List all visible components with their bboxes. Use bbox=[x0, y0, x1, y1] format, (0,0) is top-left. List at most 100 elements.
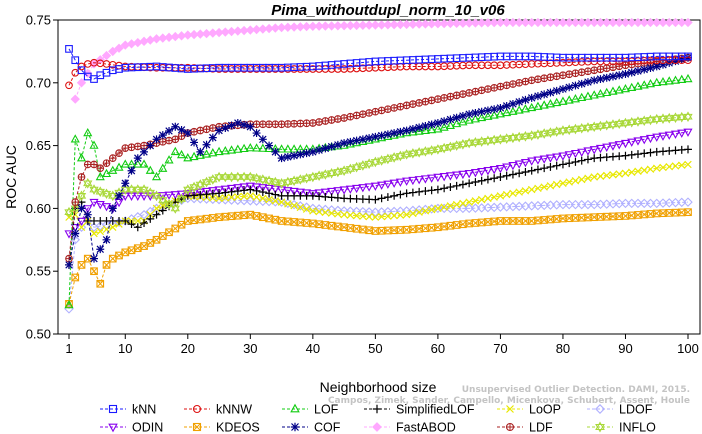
y-tick-label: 0.60 bbox=[26, 201, 51, 216]
data-point bbox=[645, 17, 656, 28]
data-point bbox=[502, 190, 511, 199]
data-point bbox=[277, 144, 287, 153]
data-point bbox=[433, 19, 443, 29]
data-point bbox=[639, 198, 649, 209]
data-point bbox=[558, 17, 568, 28]
data-point bbox=[470, 137, 481, 148]
data-point bbox=[571, 157, 580, 166]
data-point bbox=[190, 127, 198, 136]
data-point bbox=[584, 155, 592, 164]
chart-title: Pima_withoutdupl_norm_10_v06 bbox=[271, 2, 505, 19]
data-point bbox=[665, 162, 673, 171]
data-point bbox=[308, 119, 317, 127]
data-point bbox=[158, 206, 167, 215]
data-point bbox=[683, 197, 693, 207]
data-point bbox=[289, 175, 299, 187]
data-point bbox=[477, 107, 486, 116]
data-point bbox=[527, 76, 536, 85]
data-point bbox=[445, 120, 455, 129]
data-point bbox=[214, 171, 224, 183]
data-point bbox=[502, 171, 511, 180]
legend-item-odin: ODIN bbox=[100, 421, 163, 434]
data-point bbox=[452, 91, 461, 100]
data-point bbox=[327, 187, 337, 197]
data-point bbox=[639, 17, 649, 28]
data-point bbox=[127, 220, 136, 229]
data-point bbox=[520, 17, 531, 28]
data-point bbox=[327, 221, 336, 230]
data-point bbox=[445, 172, 455, 181]
data-point bbox=[146, 239, 155, 247]
data-point bbox=[664, 112, 674, 124]
data-point bbox=[471, 219, 480, 227]
data-point bbox=[308, 21, 318, 31]
legend-label: LoOP bbox=[529, 403, 561, 417]
data-point bbox=[521, 217, 530, 225]
data-point bbox=[140, 242, 148, 250]
data-point bbox=[439, 203, 449, 214]
data-point bbox=[221, 188, 230, 197]
data-point bbox=[201, 149, 212, 158]
x-tick-label: 50 bbox=[368, 341, 382, 356]
data-point bbox=[602, 119, 612, 131]
data-point bbox=[409, 209, 417, 218]
data-point bbox=[192, 404, 202, 414]
data-point bbox=[327, 209, 336, 217]
data-point bbox=[608, 142, 618, 151]
data-point bbox=[76, 78, 87, 88]
data-point bbox=[402, 225, 411, 234]
data-point bbox=[521, 187, 530, 195]
data-point bbox=[227, 187, 236, 196]
data-point bbox=[684, 53, 692, 62]
data-point bbox=[545, 127, 556, 138]
data-point bbox=[102, 261, 111, 269]
x-tick-label: 90 bbox=[618, 341, 632, 356]
data-point bbox=[427, 186, 436, 195]
data-point bbox=[96, 279, 105, 288]
data-point bbox=[220, 146, 230, 155]
data-point bbox=[326, 21, 337, 31]
data-point bbox=[145, 165, 155, 174]
data-point bbox=[277, 198, 286, 206]
data-point bbox=[133, 37, 143, 48]
data-point bbox=[609, 171, 617, 179]
data-point bbox=[620, 83, 631, 93]
y-tick-label: 0.75 bbox=[26, 13, 51, 28]
series-kdeos bbox=[65, 208, 692, 308]
data-point bbox=[565, 159, 574, 168]
data-point bbox=[483, 135, 493, 147]
data-point bbox=[245, 182, 255, 191]
data-point bbox=[384, 105, 392, 114]
data-point bbox=[577, 79, 586, 88]
data-point bbox=[565, 83, 574, 92]
data-point bbox=[615, 170, 623, 178]
data-point bbox=[408, 19, 418, 29]
data-point bbox=[115, 191, 123, 200]
data-point bbox=[684, 52, 692, 61]
data-point bbox=[421, 122, 430, 130]
series-layer bbox=[64, 17, 693, 314]
data-point bbox=[440, 117, 449, 126]
data-point bbox=[170, 191, 180, 200]
data-point bbox=[214, 146, 224, 156]
data-point bbox=[584, 78, 592, 87]
data-point bbox=[683, 128, 693, 137]
watermark-top: Unsupervised Outlier Detection. DAMI, 20… bbox=[462, 385, 690, 395]
data-point bbox=[377, 181, 387, 190]
data-point bbox=[377, 106, 386, 115]
data-point bbox=[402, 210, 411, 219]
legend-label: LOF bbox=[314, 403, 339, 417]
data-point bbox=[401, 19, 412, 30]
data-point bbox=[402, 126, 411, 135]
data-point bbox=[420, 146, 431, 157]
data-point bbox=[227, 145, 237, 154]
data-point bbox=[245, 196, 256, 206]
data-point bbox=[577, 68, 586, 77]
data-point bbox=[139, 209, 149, 220]
data-point bbox=[271, 190, 280, 199]
data-point bbox=[645, 198, 656, 209]
data-point bbox=[76, 217, 87, 227]
data-point bbox=[546, 88, 555, 97]
data-point bbox=[571, 81, 580, 90]
y-tick-label: 0.50 bbox=[26, 327, 51, 342]
